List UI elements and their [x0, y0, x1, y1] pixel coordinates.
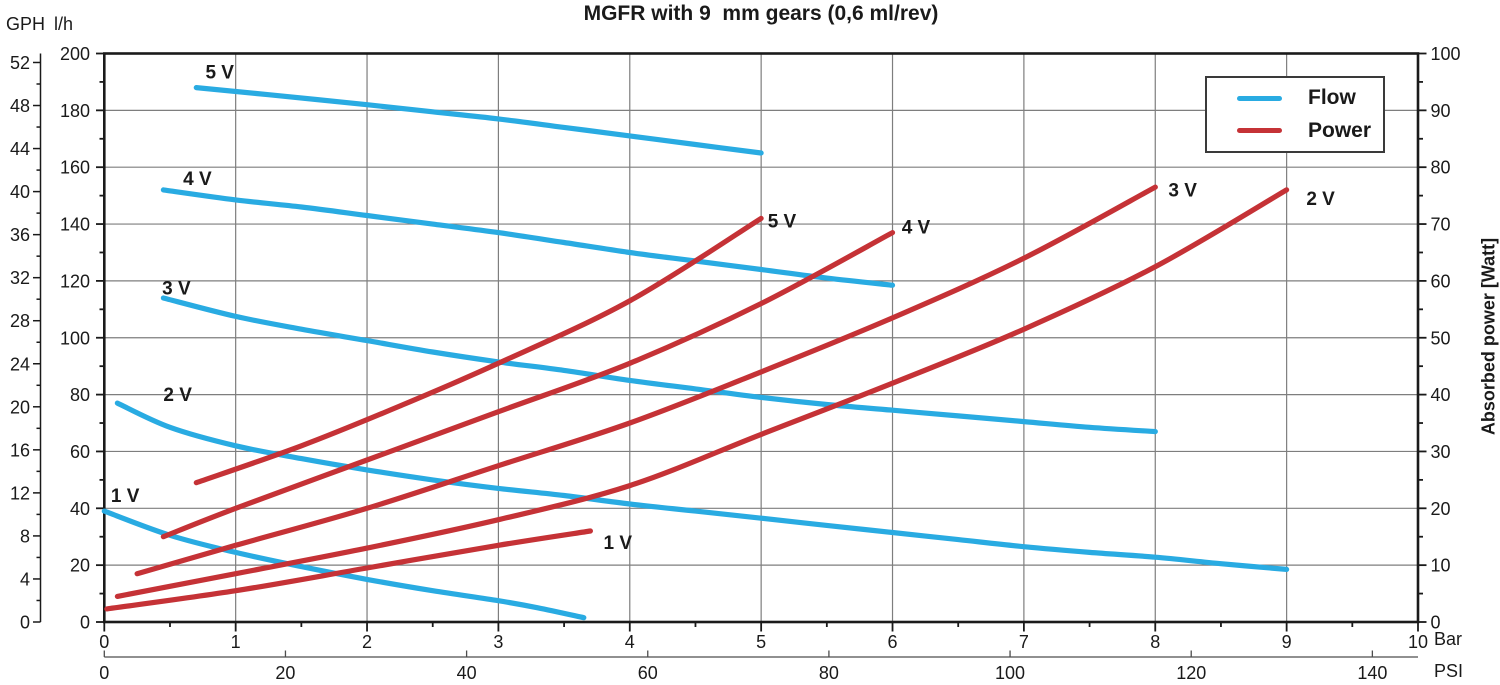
svg-text:160: 160: [60, 158, 90, 178]
svg-text:28: 28: [10, 311, 30, 331]
curve-label-power-3v: 3 V: [1168, 180, 1197, 201]
plot-frame: [103, 52, 1420, 624]
grid-lines: [104, 53, 1418, 622]
svg-text:140: 140: [1357, 663, 1387, 683]
svg-text:0: 0: [20, 613, 30, 633]
svg-text:20: 20: [1431, 499, 1451, 519]
svg-text:120: 120: [1176, 663, 1206, 683]
svg-text:24: 24: [10, 354, 30, 374]
lh-axis: 0 20 40 60 80 100 120 140 160 180 200: [60, 44, 105, 633]
flow-line-swatch: [1237, 95, 1282, 101]
svg-text:80: 80: [70, 385, 90, 405]
svg-text:44: 44: [10, 139, 30, 159]
curve-flow-2v: [114, 400, 1290, 572]
svg-text:40: 40: [1431, 385, 1451, 405]
svg-text:40: 40: [70, 499, 90, 519]
curve-label-power-5v: 5 V: [768, 212, 797, 233]
svg-text:5: 5: [756, 632, 766, 652]
svg-text:180: 180: [60, 101, 90, 121]
gph-axis-label: GPH: [6, 14, 46, 34]
curve-flow-1v: [101, 508, 587, 621]
svg-text:16: 16: [10, 440, 30, 460]
curve-power-3v: [134, 184, 1158, 577]
power-line-swatch: [1237, 128, 1282, 134]
svg-text:36: 36: [10, 225, 30, 245]
psi-axis: 0 20 40 60 80 100 120 140: [99, 650, 1418, 683]
curve-flow-4v: [160, 187, 896, 288]
curve-label-flow-2v: 2 V: [163, 385, 192, 406]
curves: [101, 85, 1290, 621]
curve-labels: 1 V 2 V 3 V 4 V 5 V 1 V 2 V 3 V 4 V 5 V: [111, 62, 1335, 553]
svg-text:0: 0: [80, 613, 90, 633]
svg-text:10: 10: [1408, 632, 1428, 652]
svg-text:48: 48: [10, 96, 30, 116]
svg-text:20: 20: [70, 556, 90, 576]
bar-axis-label: Bar: [1434, 629, 1463, 649]
svg-text:100: 100: [1431, 44, 1461, 64]
curve-label-power-2v: 2 V: [1306, 189, 1335, 210]
legend-item-power: Power: [1207, 119, 1383, 143]
svg-text:80: 80: [1431, 158, 1451, 178]
curve-label-flow-3v: 3 V: [162, 279, 191, 300]
svg-text:0: 0: [1431, 613, 1441, 633]
curve-power-4v: [160, 230, 896, 540]
curve-power-1v: [104, 528, 593, 612]
watt-axis: 0 10 20 30 40 50 60 70 80 90 100: [1418, 44, 1461, 633]
chart-title: MGFR with 9 mm gears (0,6 ml/rev): [583, 2, 939, 25]
curve-label-power-1v: 1 V: [604, 533, 633, 554]
svg-text:70: 70: [1431, 215, 1451, 235]
curve-power-2v: [114, 187, 1290, 599]
bar-axis: 0 1 2 3 4 5 6 7 8 9 10: [99, 622, 1428, 652]
svg-text:90: 90: [1431, 101, 1451, 121]
svg-text:4: 4: [20, 569, 30, 589]
svg-text:120: 120: [60, 271, 90, 291]
svg-text:140: 140: [60, 215, 90, 235]
svg-text:20: 20: [10, 397, 30, 417]
curve-label-flow-4v: 4 V: [183, 169, 212, 190]
legend-label-power: Power: [1308, 118, 1372, 142]
svg-text:100: 100: [995, 663, 1025, 683]
svg-text:20: 20: [275, 663, 295, 683]
svg-text:32: 32: [10, 268, 30, 288]
svg-text:2: 2: [362, 632, 372, 652]
svg-text:50: 50: [1431, 328, 1451, 348]
watt-axis-label: Absorbed power [Watt]: [1478, 237, 1499, 436]
svg-text:0: 0: [99, 632, 109, 652]
svg-text:8: 8: [1150, 632, 1160, 652]
svg-text:6: 6: [888, 632, 898, 652]
svg-text:10: 10: [1431, 556, 1451, 576]
curve-label-flow-1v: 1 V: [111, 486, 140, 507]
svg-text:60: 60: [638, 663, 658, 683]
svg-text:60: 60: [1431, 271, 1451, 291]
curve-flow-5v: [193, 85, 764, 156]
svg-text:7: 7: [1019, 632, 1029, 652]
svg-text:100: 100: [60, 328, 90, 348]
curve-label-flow-5v: 5 V: [205, 62, 234, 83]
legend-item-flow: Flow: [1207, 86, 1383, 110]
curve-label-power-4v: 4 V: [902, 217, 931, 238]
svg-text:80: 80: [819, 663, 839, 683]
svg-text:30: 30: [1431, 442, 1451, 462]
svg-text:40: 40: [457, 663, 477, 683]
svg-text:60: 60: [70, 442, 90, 462]
svg-text:8: 8: [20, 526, 30, 546]
svg-text:4: 4: [625, 632, 635, 652]
svg-text:12: 12: [10, 483, 30, 503]
svg-text:40: 40: [10, 182, 30, 202]
legend: Flow Power: [1205, 76, 1385, 153]
svg-text:200: 200: [60, 44, 90, 64]
svg-text:0: 0: [99, 663, 109, 683]
svg-text:3: 3: [493, 632, 503, 652]
svg-text:1: 1: [231, 632, 241, 652]
svg-text:52: 52: [10, 53, 30, 73]
svg-text:9: 9: [1282, 632, 1292, 652]
curve-flow-3v: [160, 295, 1158, 435]
psi-axis-label: PSI: [1434, 661, 1464, 681]
curve-power-5v: [193, 215, 764, 486]
legend-label-flow: Flow: [1308, 86, 1356, 110]
lh-axis-label: l/h: [54, 14, 74, 34]
